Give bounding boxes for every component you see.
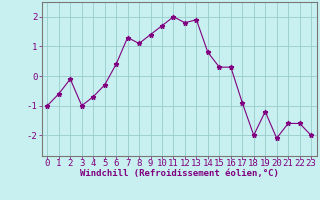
X-axis label: Windchill (Refroidissement éolien,°C): Windchill (Refroidissement éolien,°C) — [80, 169, 279, 178]
